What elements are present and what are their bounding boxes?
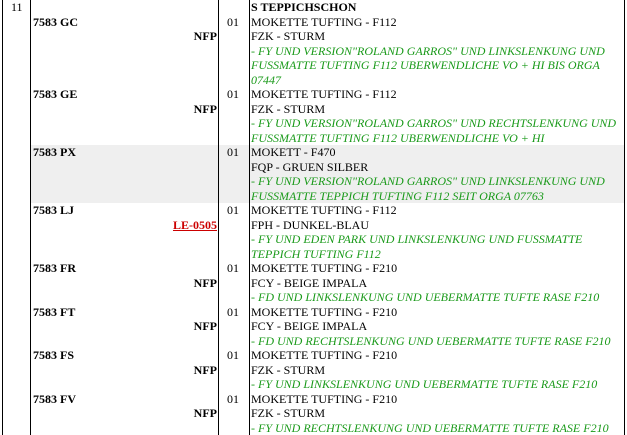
color-code: FCY - BEIGE IMPALA [251, 319, 624, 334]
color-code: FQP - GRUEN SILBER [251, 160, 624, 175]
note: - FY UND LINKSLENKUNG UND UEBERMATTE TUF… [251, 377, 624, 392]
material: MOKETTE TUFTING - F210 [251, 348, 624, 363]
quantity: 01 [219, 348, 250, 392]
color-code: FZK - STURM [251, 102, 624, 117]
part-code: 7583 FT [33, 305, 218, 320]
note: - FY UND VERSION"ROLAND GARROS" UND RECH… [251, 116, 624, 145]
quantity: 01 [219, 203, 250, 261]
note: - FD UND LINKSLENKUNG UND UEBERMATTE TUF… [251, 290, 624, 305]
quantity: 01 [219, 392, 250, 435]
note: - FY UND RECHTSLENKUNG UND UEBERMATTE TU… [251, 421, 624, 435]
color-code: FCY - BEIGE IMPALA [251, 276, 624, 291]
flag-label: NFP [33, 276, 218, 291]
group-title: S TEPPICHSCHON [251, 0, 624, 15]
color-code: FZK - STURM [251, 29, 624, 44]
note: - FY UND VERSION"ROLAND GARROS" UND LINK… [251, 44, 624, 88]
quantity: 01 [219, 305, 250, 349]
material: MOKETT - F470 [251, 145, 624, 160]
material: MOKETTE TUFTING - F112 [251, 203, 624, 218]
quantity: 01 [219, 87, 250, 145]
flag-label: NFP [33, 406, 218, 421]
part-code: 7583 FR [33, 261, 218, 276]
color-code: FZK - STURM [251, 406, 624, 421]
note: - FY UND VERSION"ROLAND GARROS" UND LINK… [251, 174, 624, 203]
material: MOKETTE TUFTING - F210 [251, 392, 624, 407]
flag-label: NFP [33, 29, 218, 44]
material: MOKETTE TUFTING - F112 [251, 15, 624, 30]
material: MOKETTE TUFTING - F112 [251, 87, 624, 102]
flag-link[interactable]: LE-0505 [33, 218, 218, 233]
part-code: 7583 GE [33, 87, 218, 102]
quantity: 01 [219, 145, 250, 203]
flag-label: NFP [33, 319, 218, 334]
group-header-row: 11 S TEPPICHSCHON [3, 0, 625, 15]
color-code: FPH - DUNKEL-BLAU [251, 218, 624, 233]
group-number: 11 [3, 0, 31, 15]
part-code: 7583 GC [33, 15, 218, 30]
quantity: 01 [219, 261, 250, 305]
part-code: 7583 PX [33, 145, 218, 160]
part-code: 7583 FV [33, 392, 218, 407]
color-code: FZK - STURM [251, 363, 624, 378]
material: MOKETTE TUFTING - F210 [251, 261, 624, 276]
material: MOKETTE TUFTING - F210 [251, 305, 624, 320]
flag-label: NFP [33, 363, 218, 378]
note: - FD UND RECHTSLENKUNG UND UEBERMATTE TU… [251, 334, 624, 349]
flag-label: NFP [33, 102, 218, 117]
note: - FY UND EDEN PARK UND LINKSLENKUNG UND … [251, 232, 624, 261]
part-code: 7583 LJ [33, 203, 218, 218]
quantity: 01 [219, 15, 250, 88]
part-code: 7583 FS [33, 348, 218, 363]
